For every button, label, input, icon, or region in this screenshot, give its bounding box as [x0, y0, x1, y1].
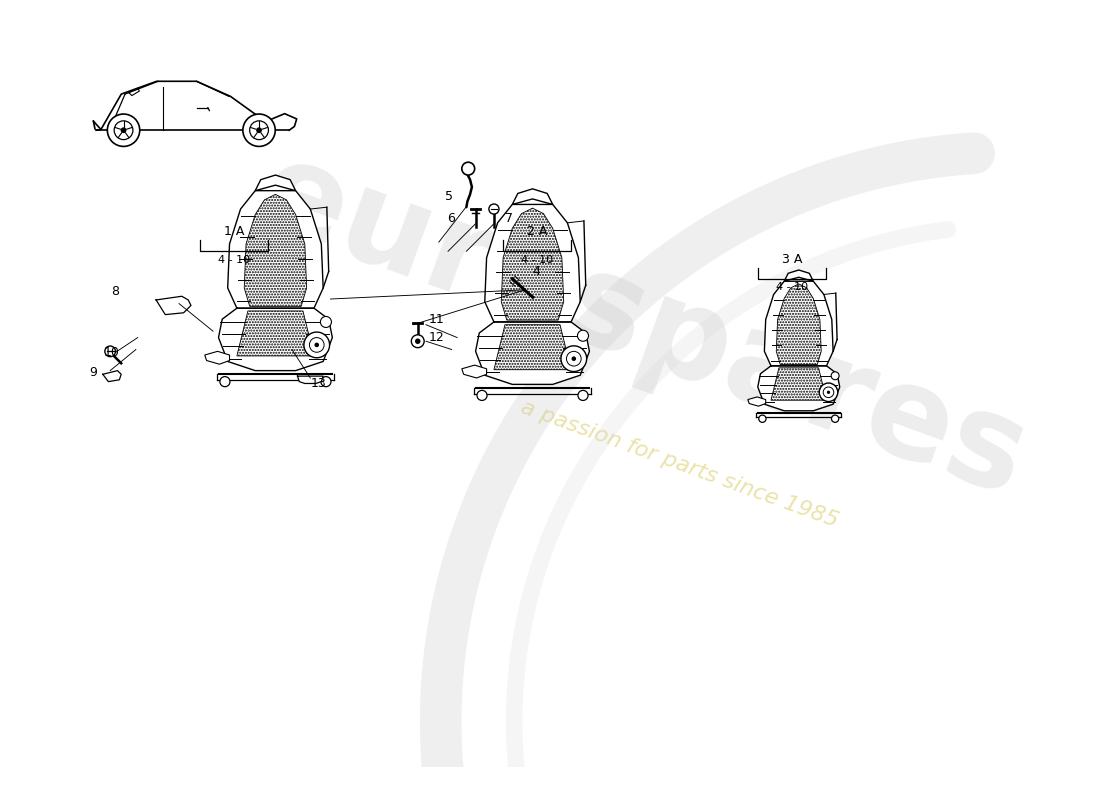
Circle shape [250, 121, 268, 140]
Circle shape [759, 415, 766, 422]
Polygon shape [462, 365, 486, 378]
Text: 6: 6 [448, 212, 455, 225]
Text: 4 - 10: 4 - 10 [218, 255, 250, 265]
Circle shape [220, 377, 230, 386]
Polygon shape [102, 370, 121, 382]
Polygon shape [205, 351, 230, 364]
Polygon shape [748, 397, 766, 406]
Circle shape [578, 330, 588, 342]
Text: a passion for parts since 1985: a passion for parts since 1985 [518, 398, 840, 531]
Circle shape [415, 338, 420, 344]
Text: 5: 5 [444, 190, 452, 202]
Circle shape [578, 390, 588, 401]
Circle shape [104, 346, 116, 357]
Text: 7: 7 [505, 212, 513, 225]
Polygon shape [475, 322, 590, 384]
Polygon shape [485, 199, 580, 322]
Circle shape [832, 415, 838, 422]
Text: 13: 13 [310, 377, 326, 390]
Polygon shape [777, 284, 822, 365]
Polygon shape [502, 208, 563, 320]
Circle shape [820, 383, 838, 402]
Text: 2 A: 2 A [527, 226, 548, 238]
Text: 4: 4 [532, 265, 540, 278]
Circle shape [114, 121, 133, 140]
Circle shape [256, 127, 262, 133]
Text: 12: 12 [429, 331, 444, 344]
Circle shape [320, 317, 331, 327]
Text: 4 - 10: 4 - 10 [521, 255, 553, 265]
Polygon shape [764, 278, 833, 366]
Polygon shape [758, 366, 839, 410]
Polygon shape [236, 311, 314, 356]
Circle shape [832, 372, 839, 380]
Text: eurospares: eurospares [242, 130, 1044, 523]
Polygon shape [513, 189, 552, 205]
Circle shape [572, 356, 576, 361]
Text: 11: 11 [429, 313, 444, 326]
Circle shape [477, 390, 487, 401]
Circle shape [315, 342, 319, 347]
Polygon shape [219, 308, 332, 370]
Circle shape [411, 335, 425, 348]
Polygon shape [228, 185, 323, 308]
Circle shape [121, 127, 126, 133]
Text: 9: 9 [89, 366, 97, 379]
Text: 1 A: 1 A [224, 226, 244, 238]
Polygon shape [255, 175, 296, 190]
Circle shape [561, 346, 586, 371]
Circle shape [488, 204, 499, 214]
Polygon shape [784, 270, 813, 282]
Polygon shape [244, 194, 307, 306]
Circle shape [827, 390, 830, 394]
Text: 4 - 10: 4 - 10 [777, 282, 808, 293]
Circle shape [304, 332, 330, 358]
Polygon shape [156, 296, 191, 314]
Polygon shape [771, 368, 826, 400]
Circle shape [108, 114, 140, 146]
Circle shape [462, 162, 475, 175]
Text: 3 A: 3 A [782, 253, 803, 266]
Circle shape [321, 377, 331, 386]
Polygon shape [297, 376, 323, 383]
Text: 8: 8 [111, 285, 120, 298]
Polygon shape [494, 325, 571, 370]
Text: 10: 10 [103, 346, 120, 358]
Circle shape [243, 114, 275, 146]
